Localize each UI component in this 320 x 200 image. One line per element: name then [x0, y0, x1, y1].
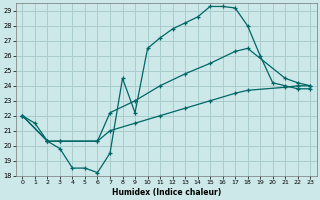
X-axis label: Humidex (Indice chaleur): Humidex (Indice chaleur): [112, 188, 221, 197]
